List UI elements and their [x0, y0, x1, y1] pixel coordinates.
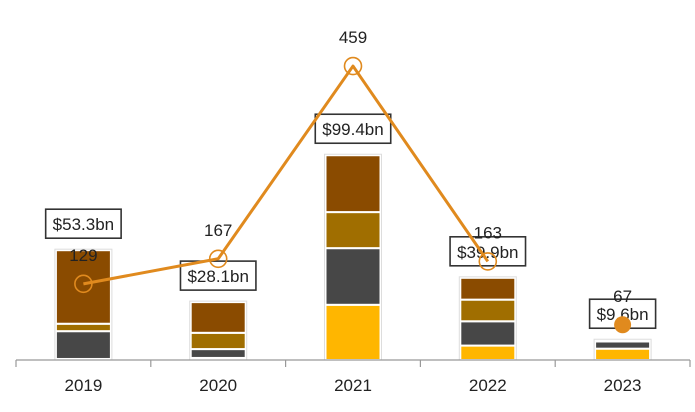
count-line-path	[83, 64, 490, 286]
bar-segment	[459, 298, 517, 323]
bar-segment	[594, 347, 652, 362]
bar-segment	[324, 211, 382, 250]
total-label-box	[314, 113, 392, 145]
count-point	[208, 249, 228, 269]
bar-segment	[54, 322, 112, 333]
bar-segment	[594, 340, 652, 350]
bar-segment	[189, 301, 247, 334]
count-point	[74, 274, 93, 294]
count-point	[478, 252, 498, 271]
count-label: 163	[474, 223, 502, 242]
bar-segment	[324, 247, 382, 306]
count-label: 129	[69, 246, 97, 265]
total-label-text: $9.6bn	[597, 305, 649, 324]
count-label: 459	[339, 28, 367, 47]
count-point	[343, 56, 363, 76]
count-line	[74, 56, 632, 334]
bar-segment	[324, 303, 382, 361]
count-labels: 129 167 459 163 67	[69, 28, 632, 306]
bar-segment	[189, 348, 247, 359]
category-label: 2021	[334, 376, 372, 395]
total-label-text: $99.4bn	[322, 120, 383, 139]
total-label-box	[44, 208, 122, 240]
total-label: $53.3bn	[44, 208, 122, 240]
category-labels: 2019 2020 2021 2022 2023	[64, 376, 641, 395]
bar-segment	[54, 330, 112, 360]
bar-segment	[594, 339, 652, 343]
bar-stacks	[54, 153, 652, 362]
category-label: 2020	[199, 376, 237, 395]
category-label: 2023	[604, 376, 642, 395]
x-axis-ticks	[15, 360, 691, 367]
bar-segment	[54, 249, 112, 325]
total-label-text: $53.3bn	[53, 215, 114, 234]
total-label: $28.1bn	[179, 260, 257, 291]
count-label: 67	[613, 287, 632, 306]
category-label: 2022	[469, 376, 507, 395]
category-label: 2019	[64, 376, 102, 395]
total-label: $99.4bn	[314, 113, 392, 145]
bar-segment	[459, 320, 517, 347]
count-point	[614, 316, 632, 334]
bar-segment	[459, 276, 517, 301]
total-labels: $53.3bn$28.1bn$99.4bn$39.9bn$9.6bn	[44, 113, 657, 330]
count-label: 167	[204, 221, 232, 240]
total-label-box	[179, 260, 257, 291]
bar-segment	[459, 344, 517, 361]
bar-segment	[324, 154, 382, 214]
total-label-text: $28.1bn	[187, 267, 248, 286]
bar-segment	[189, 331, 247, 351]
